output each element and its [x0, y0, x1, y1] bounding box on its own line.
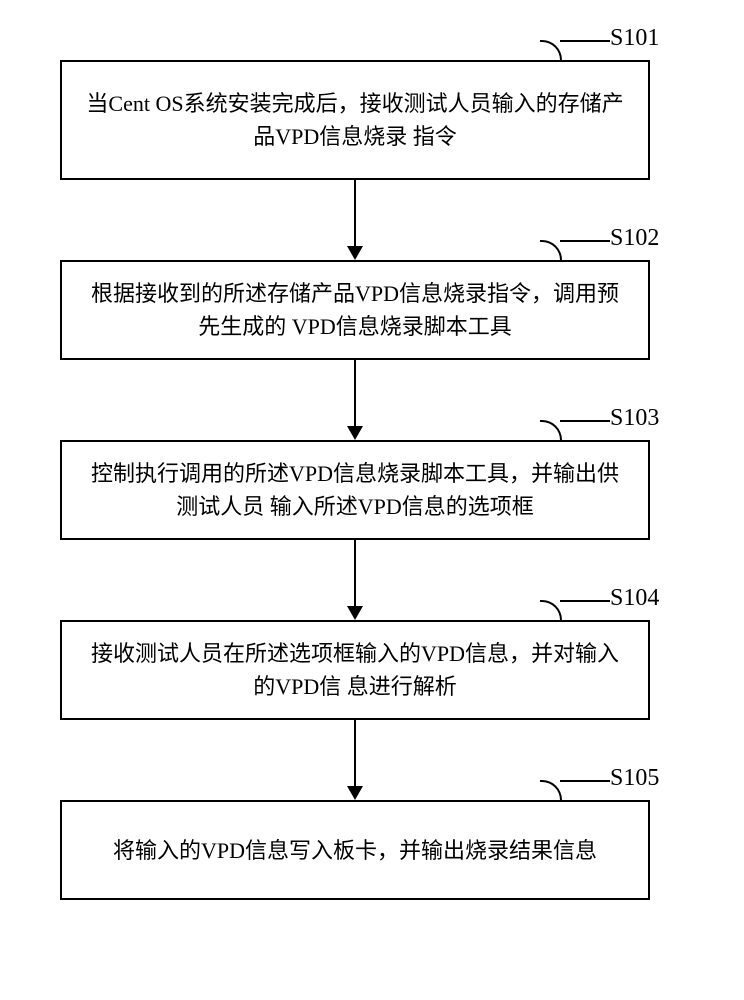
arrow-line — [354, 720, 356, 786]
leader-curve — [540, 600, 562, 622]
step-text: 将输入的VPD信息写入板卡，并输出烧录结果信息 — [113, 834, 597, 867]
step-box-s104: 接收测试人员在所述选项框输入的VPD信息，并对输入的VPD信 息进行解析 — [60, 620, 650, 720]
leader-curve — [540, 240, 562, 262]
arrow-head-icon — [347, 426, 363, 440]
leader-line — [560, 600, 610, 602]
leader-curve — [540, 420, 562, 442]
step-text: 接收测试人员在所述选项框输入的VPD信息，并对输入的VPD信 息进行解析 — [82, 637, 628, 703]
step-box-s103: 控制执行调用的所述VPD信息烧录脚本工具，并输出供测试人员 输入所述VPD信息的… — [60, 440, 650, 540]
arrow-head-icon — [347, 606, 363, 620]
arrow-head-icon — [347, 246, 363, 260]
step-box-s101: 当Cent OS系统安装完成后，接收测试人员输入的存储产品VPD信息烧录 指令 — [60, 60, 650, 180]
step-label: S101 — [610, 25, 659, 52]
step-label: S102 — [610, 225, 659, 252]
step-box-s102: 根据接收到的所述存储产品VPD信息烧录指令，调用预先生成的 VPD信息烧录脚本工… — [60, 260, 650, 360]
step-label: S104 — [610, 585, 659, 612]
step-text: 根据接收到的所述存储产品VPD信息烧录指令，调用预先生成的 VPD信息烧录脚本工… — [82, 277, 628, 343]
step-label: S103 — [610, 405, 659, 432]
arrow-head-icon — [347, 786, 363, 800]
flowchart-canvas: 当Cent OS系统安装完成后，接收测试人员输入的存储产品VPD信息烧录 指令 … — [0, 0, 744, 1000]
leader-line — [560, 780, 610, 782]
leader-line — [560, 240, 610, 242]
leader-curve — [540, 780, 562, 802]
arrow-line — [354, 540, 356, 606]
step-label: S105 — [610, 765, 659, 792]
leader-curve — [540, 40, 562, 62]
step-box-s105: 将输入的VPD信息写入板卡，并输出烧录结果信息 — [60, 800, 650, 900]
leader-line — [560, 40, 610, 42]
step-text: 控制执行调用的所述VPD信息烧录脚本工具，并输出供测试人员 输入所述VPD信息的… — [82, 457, 628, 523]
step-text: 当Cent OS系统安装完成后，接收测试人员输入的存储产品VPD信息烧录 指令 — [82, 87, 628, 153]
leader-line — [560, 420, 610, 422]
arrow-line — [354, 180, 356, 246]
arrow-line — [354, 360, 356, 426]
